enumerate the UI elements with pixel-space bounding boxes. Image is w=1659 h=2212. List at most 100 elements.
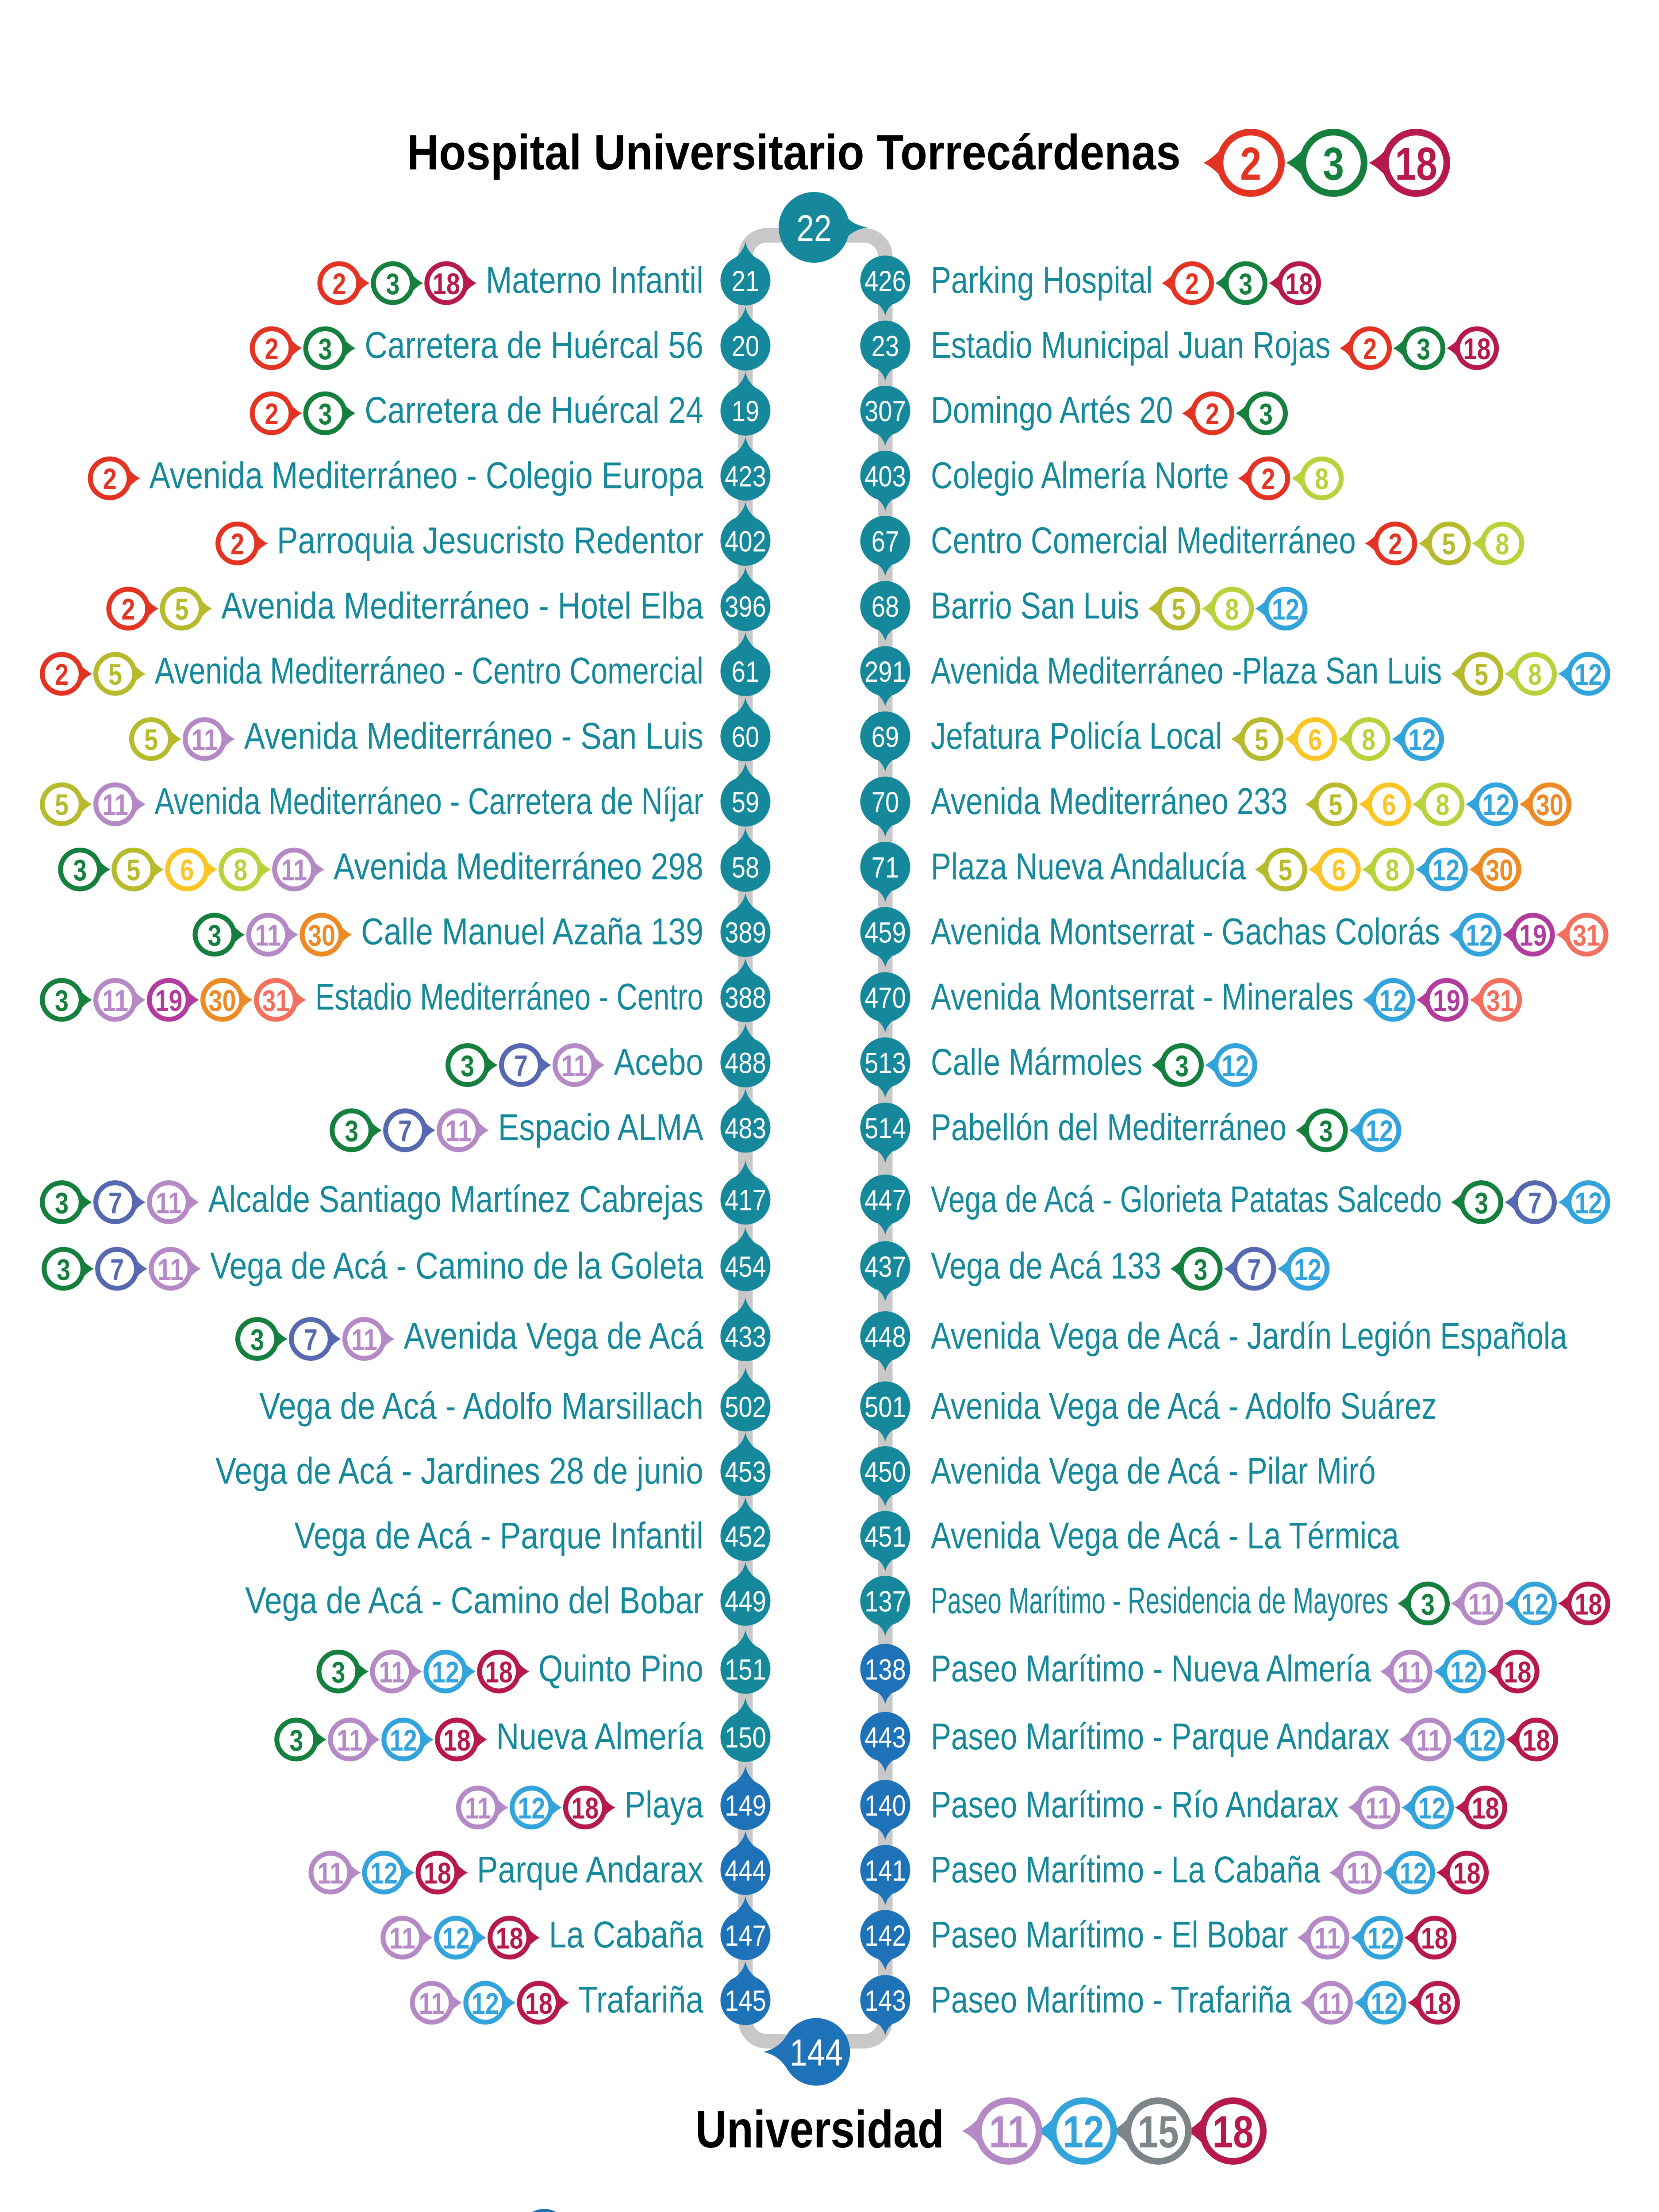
svg-text:12: 12	[432, 1656, 459, 1689]
svg-text:Avenida Montserrat - Minerales: Avenida Montserrat - Minerales	[931, 976, 1354, 1018]
svg-text:Hospital Universitario Torrecá: Hospital Universitario Torrecárdenas	[407, 125, 1181, 180]
svg-text:3: 3	[386, 268, 399, 301]
svg-text:30: 30	[1536, 789, 1563, 822]
svg-text:402: 402	[725, 525, 766, 557]
svg-text:2: 2	[1363, 333, 1377, 366]
svg-text:12: 12	[1367, 1922, 1395, 1955]
svg-text:18: 18	[485, 1656, 513, 1689]
svg-text:Parking Hospital: Parking Hospital	[931, 260, 1152, 301]
svg-text:12: 12	[518, 1792, 545, 1825]
svg-text:12: 12	[472, 1987, 499, 2020]
svg-text:144: 144	[790, 2032, 843, 2074]
svg-text:12: 12	[370, 1857, 398, 1890]
svg-text:8: 8	[1528, 658, 1542, 691]
svg-text:2: 2	[121, 593, 135, 626]
svg-text:11: 11	[156, 1187, 182, 1220]
svg-text:291: 291	[864, 656, 906, 688]
svg-text:Vega de Acá - Camino del Bobar: Vega de Acá - Camino del Bobar	[245, 1579, 703, 1621]
svg-text:8: 8	[234, 854, 247, 887]
svg-text:450: 450	[864, 1455, 906, 1488]
svg-text:18: 18	[1504, 1656, 1531, 1689]
svg-text:Universidad: Universidad	[695, 2100, 944, 2159]
svg-text:Centro Comercial Mediterráneo: Centro Comercial Mediterráneo	[931, 520, 1356, 561]
svg-text:60: 60	[732, 721, 759, 753]
svg-text:69: 69	[872, 721, 899, 753]
svg-text:58: 58	[732, 851, 759, 883]
svg-text:Nueva Almería: Nueva Almería	[496, 1716, 704, 1758]
svg-text:12: 12	[1575, 658, 1602, 691]
svg-text:6: 6	[180, 854, 194, 887]
svg-text:8: 8	[1225, 593, 1239, 626]
svg-text:3: 3	[461, 1049, 474, 1083]
svg-text:Vega de Acá - Adolfo Marsillac: Vega de Acá - Adolfo Marsillach	[259, 1385, 703, 1427]
svg-text:2: 2	[1185, 268, 1199, 301]
svg-text:18: 18	[433, 268, 460, 301]
svg-text:2: 2	[103, 463, 117, 496]
svg-text:Vega de Acá - Jardines 28 de: Vega de Acá - Jardines 28 de junio	[215, 1450, 703, 1492]
svg-text:8: 8	[1495, 528, 1509, 561]
svg-text:12: 12	[1482, 789, 1510, 822]
svg-text:5: 5	[127, 854, 140, 887]
svg-text:Carretera de Huércal 56: Carretera de Huércal 56	[365, 324, 703, 366]
svg-text:3: 3	[331, 1656, 345, 1689]
svg-text:423: 423	[725, 460, 766, 492]
svg-text:11: 11	[192, 723, 218, 757]
svg-text:470: 470	[864, 982, 906, 1014]
svg-text:Materno Infantil: Materno Infantil	[486, 259, 703, 301]
svg-text:Vega de Acá - Glorieta Patatas: Vega de Acá - Glorieta Patatas Salcedo	[931, 1179, 1442, 1220]
svg-text:3: 3	[1259, 398, 1273, 431]
svg-text:18: 18	[1523, 1724, 1550, 1757]
svg-text:5: 5	[1329, 789, 1342, 822]
svg-text:18: 18	[571, 1792, 599, 1825]
svg-text:Avenida Mediterráneo -Plaza Sa: Avenida Mediterráneo -Plaza San Luis	[931, 650, 1442, 692]
svg-text:Avenida Mediterráneo - Colegio: Avenida Mediterráneo - Colegio Europa	[149, 454, 703, 496]
svg-text:5: 5	[1279, 854, 1292, 887]
svg-text:11: 11	[351, 1323, 377, 1356]
svg-text:3: 3	[1239, 268, 1252, 301]
svg-text:67: 67	[872, 525, 899, 557]
svg-text:11: 11	[317, 1857, 343, 1890]
svg-text:Calle Manuel Azaña 139: Calle Manuel Azaña 139	[361, 910, 703, 952]
svg-text:12: 12	[1366, 1115, 1393, 1148]
svg-text:11: 11	[102, 984, 128, 1018]
svg-text:31: 31	[262, 984, 289, 1018]
svg-text:451: 451	[864, 1521, 906, 1553]
svg-text:459: 459	[864, 916, 906, 949]
svg-text:19: 19	[155, 984, 182, 1018]
svg-text:12: 12	[1379, 984, 1407, 1018]
svg-text:417: 417	[725, 1184, 766, 1216]
svg-text:2: 2	[1388, 528, 1402, 561]
svg-text:11: 11	[389, 1922, 415, 1955]
svg-text:Avenida Vega de Acá - Pilar Mi: Avenida Vega de Acá - Pilar Miró	[931, 1450, 1376, 1492]
svg-text:488: 488	[725, 1047, 766, 1079]
svg-text:12: 12	[442, 1922, 470, 1955]
svg-text:La Cabaña: La Cabaña	[549, 1913, 704, 1955]
svg-text:3: 3	[55, 984, 69, 1018]
svg-text:143: 143	[864, 1985, 906, 2017]
svg-text:18: 18	[496, 1922, 523, 1955]
svg-text:11: 11	[989, 2107, 1028, 2157]
svg-text:5: 5	[55, 789, 69, 822]
svg-text:396: 396	[725, 591, 766, 623]
svg-text:5: 5	[1475, 658, 1488, 691]
svg-text:18: 18	[1395, 138, 1437, 190]
svg-text:6: 6	[1332, 854, 1346, 887]
svg-text:30: 30	[208, 984, 236, 1018]
svg-text:3: 3	[1175, 1049, 1189, 1083]
svg-text:7: 7	[304, 1323, 318, 1356]
svg-text:447: 447	[864, 1184, 906, 1216]
svg-text:18: 18	[1453, 1857, 1481, 1890]
svg-text:448: 448	[864, 1321, 906, 1353]
svg-text:12: 12	[1063, 2107, 1104, 2157]
svg-text:388: 388	[725, 982, 766, 1014]
svg-text:Avenida Mediterráneo 298: Avenida Mediterráneo 298	[334, 845, 703, 887]
svg-text:11: 11	[465, 1792, 491, 1825]
svg-text:Avenida Montserrat - Gachas Co: Avenida Montserrat - Gachas Colorás	[931, 911, 1440, 952]
svg-text:8: 8	[1436, 789, 1449, 822]
svg-text:12: 12	[1294, 1253, 1321, 1286]
svg-text:3: 3	[73, 854, 87, 887]
svg-text:3: 3	[319, 333, 332, 366]
svg-text:5: 5	[175, 593, 188, 626]
svg-text:3: 3	[207, 919, 221, 952]
svg-text:12: 12	[1469, 1724, 1497, 1757]
